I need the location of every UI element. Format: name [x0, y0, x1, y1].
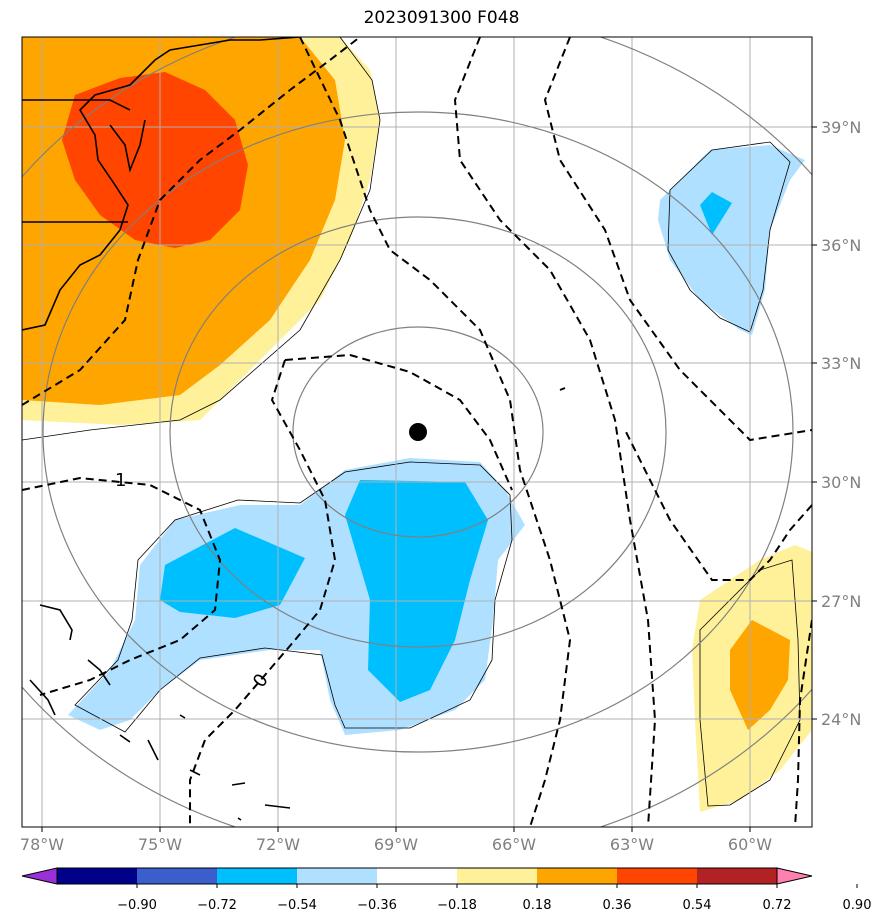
- lat-lon-grid: [22, 37, 812, 827]
- colorbar-cell: [697, 868, 777, 884]
- colorbar-cell: [537, 868, 617, 884]
- colorbar-tick-label: 0.90: [843, 898, 872, 913]
- map-panel: 1 0: [22, 37, 812, 827]
- lon-label: 75°W: [138, 835, 182, 854]
- negative-anomaly-fill-blue-s: [345, 480, 488, 702]
- lat-label: 27°N: [821, 592, 861, 611]
- colorbar-extend-low: [21, 867, 58, 885]
- longitude-labels: 78°W 75°W 72°W 69°W 66°W 63°W 60°W: [20, 835, 772, 854]
- colorbar-extend-high: [776, 867, 813, 885]
- lon-label: 78°W: [20, 835, 64, 854]
- colorbar-tick-label: −0.36: [357, 898, 397, 913]
- colorbar-cells: [57, 868, 777, 884]
- storm-center-dot: [409, 423, 427, 441]
- dashed-contours: [22, 37, 812, 827]
- negative-anomaly-fill-lightblue-e: [658, 145, 805, 335]
- map-title: 2023091300 F048: [363, 8, 520, 28]
- colorbar-cell: [457, 868, 537, 884]
- lat-label: 24°N: [821, 710, 861, 729]
- colorbar-cell: [297, 868, 377, 884]
- lat-label: 36°N: [821, 236, 861, 255]
- lon-label: 66°W: [492, 835, 536, 854]
- negative-anomaly-fill-blue-e: [700, 192, 732, 235]
- coastline: [22, 37, 301, 821]
- colorbar-cell: [57, 868, 137, 884]
- range-rings: [22, 37, 812, 827]
- colorbar-tick-label: 0.72: [763, 898, 792, 913]
- lon-label: 72°W: [256, 835, 300, 854]
- colorbar-tick-labels: −0.90 −0.72 −0.54 −0.36 −0.18 0.18 0.36 0.54 0.7…: [117, 884, 871, 913]
- positive-anomaly-fill-redorange: [62, 72, 248, 248]
- colorbar-tick-label: −0.90: [117, 898, 157, 913]
- fill-outline-contours: [22, 37, 801, 807]
- lat-label: 33°N: [821, 354, 861, 373]
- colorbar-tick-label: 0.18: [523, 898, 552, 913]
- lat-label: 39°N: [821, 118, 861, 137]
- colorbar-tick-label: 0.54: [683, 898, 712, 913]
- colorbar-cell: [217, 868, 297, 884]
- colorbar-tick-label: −0.18: [437, 898, 477, 913]
- map-frame: [21, 36, 813, 828]
- lon-label: 63°W: [610, 835, 654, 854]
- colorbar-tick-label: 0.36: [603, 898, 632, 913]
- lon-label: 60°W: [728, 835, 772, 854]
- lon-label: 69°W: [374, 835, 418, 854]
- colorbar: −0.90 −0.72 −0.54 −0.36 −0.18 0.18 0.36 0.54 0.7…: [21, 867, 871, 913]
- axis-ticks: [41, 126, 817, 832]
- colorbar-tick-label: −0.72: [197, 898, 237, 913]
- latitude-labels: 39°N 36°N 33°N 30°N 27°N 24°N: [821, 118, 861, 729]
- negative-anomaly-fill-blue-sw: [160, 528, 305, 618]
- colorbar-cell: [617, 868, 697, 884]
- colorbar-tick-label: −0.54: [277, 898, 317, 913]
- positive-anomaly-fill-orange-se: [730, 620, 790, 730]
- contour-label-1: 1: [115, 470, 126, 491]
- colorbar-cell: [137, 868, 217, 884]
- colorbar-cell: [377, 868, 457, 884]
- lat-label: 30°N: [821, 473, 861, 492]
